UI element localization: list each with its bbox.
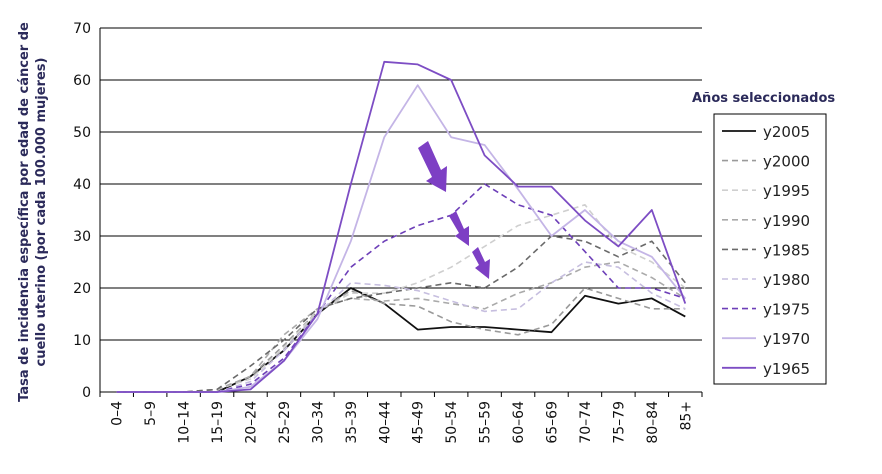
y-tick-label: 60 — [73, 73, 91, 89]
series-line-y1970 — [116, 84, 686, 393]
legend-label-y1970: y1970 — [763, 330, 810, 348]
x-tick-label: 15–19 — [210, 401, 226, 444]
series-line-y1990 — [116, 261, 686, 393]
x-tick-label: 30–34 — [310, 401, 326, 444]
x-tick-label: 75–79 — [611, 401, 627, 444]
x-tick-label: 0–4 — [110, 401, 126, 426]
y-tick-label: 20 — [73, 281, 91, 297]
trend-arrow-large — [418, 141, 447, 192]
x-tick-label: 80–84 — [645, 401, 661, 444]
x-tick-label: 60–64 — [511, 401, 527, 444]
x-tick-label: 25–29 — [277, 401, 293, 444]
trend-arrows — [418, 141, 490, 279]
legend-label-y1965: y1965 — [763, 360, 810, 378]
y-axis-label-line1: Tasa de incidencia específica por edad d… — [17, 22, 32, 402]
x-tick-label: 85+ — [678, 401, 694, 431]
x-tick-label: 35–39 — [344, 401, 360, 444]
x-tick-label: 50–54 — [444, 401, 460, 444]
trend-arrow-small — [472, 247, 490, 279]
gridlines — [100, 27, 702, 341]
x-tick-label: 20–24 — [244, 401, 260, 444]
x-tick-label: 45–49 — [411, 401, 427, 444]
y-tick-label: 10 — [73, 333, 91, 349]
legend-label-y1985: y1985 — [763, 241, 810, 259]
series-lines — [116, 60, 687, 393]
legend-label-y2000: y2000 — [763, 153, 810, 171]
legend: y2005 y2000 y1995 y1990 y1985 y1980 y1975 y1970… — [722, 123, 810, 378]
y-tick-label: 70 — [73, 21, 91, 37]
y-tick-label: 30 — [73, 229, 91, 245]
y-tick-label: 50 — [73, 125, 91, 141]
legend-label-y2005: y2005 — [763, 123, 810, 141]
x-tick-label: 40–44 — [377, 401, 393, 444]
x-tick-label: 5–9 — [143, 401, 159, 426]
x-tick-label: 65–69 — [545, 401, 561, 444]
series-line-y1965 — [116, 60, 687, 393]
legend-label-y1995: y1995 — [763, 182, 810, 200]
legend-label-y1990: y1990 — [763, 212, 810, 230]
x-tick-label: 10–14 — [177, 401, 193, 444]
series-line-y1985 — [116, 235, 686, 393]
legend-label-y1975: y1975 — [763, 301, 810, 319]
y-tick-label: 0 — [82, 385, 91, 401]
trend-arrow-medium — [449, 211, 469, 246]
series-line-y1980 — [116, 261, 686, 393]
legend-title: Años seleccionados — [692, 91, 835, 106]
y-axis-label-line2: cuello uterino (por cada 100.000 mujeres… — [34, 58, 49, 367]
legend-label-y1980: y1980 — [763, 271, 810, 289]
y-axis-ticks: 0 10 20 30 40 50 60 70 — [73, 21, 91, 401]
x-axis-ticks: 0–4 5–9 10–14 15–19 20–24 25–29 30–34 35–39 40–4… — [99, 392, 703, 444]
x-tick-label: 70–74 — [578, 401, 594, 444]
y-tick-label: 40 — [73, 177, 91, 193]
x-tick-label: 55–59 — [478, 401, 494, 444]
